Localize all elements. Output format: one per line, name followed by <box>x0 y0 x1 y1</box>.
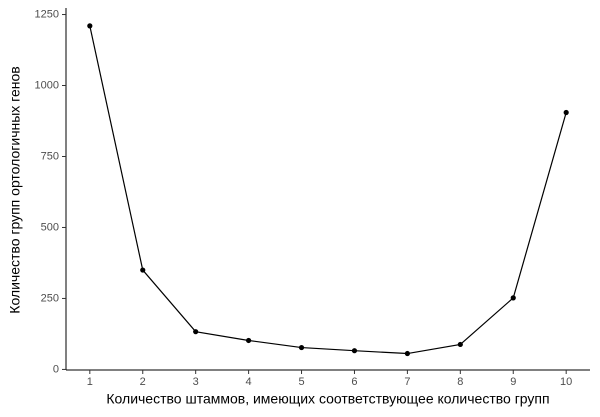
point <box>510 295 516 301</box>
y-tick-label: 1250 <box>35 8 59 20</box>
x-tick-label: 5 <box>298 376 304 388</box>
y-tick-label: 1000 <box>35 79 59 91</box>
x-tick-label: 3 <box>193 376 199 388</box>
line <box>89 25 567 355</box>
point <box>193 329 199 335</box>
x-tick-label: 1 <box>87 376 93 388</box>
x-tick-label: 9 <box>510 376 516 388</box>
point <box>404 350 410 357</box>
x-tick-label: 2 <box>140 376 146 388</box>
x-axis-title: Количество штаммов, имеющих соответствую… <box>106 391 549 407</box>
x-tick-label: 7 <box>404 376 410 388</box>
y-axis-title: Количество групп ортологичных генов <box>7 66 23 313</box>
x-tick-label: 6 <box>351 376 357 388</box>
y-tick-label: 0 <box>53 363 59 375</box>
y-tick-label: 500 <box>41 221 59 233</box>
point <box>351 348 358 354</box>
y-tick-label: 250 <box>41 292 59 304</box>
point <box>457 341 463 348</box>
point <box>140 267 146 273</box>
point <box>87 23 93 29</box>
x-tick-label: 8 <box>457 376 463 388</box>
point <box>298 344 305 351</box>
point <box>563 109 569 116</box>
y-tick-label: 750 <box>41 150 59 162</box>
x-tick-label: 4 <box>246 376 252 388</box>
point <box>246 337 252 344</box>
x-tick-label: 10 <box>560 376 572 388</box>
